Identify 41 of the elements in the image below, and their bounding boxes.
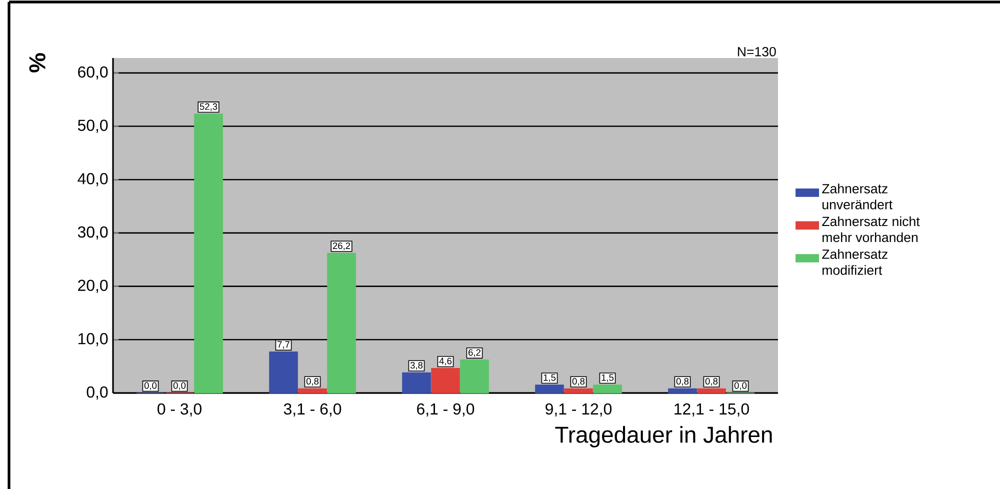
legend-label: Zahnersatz unverändert [822,184,892,210]
bar [298,388,327,394]
legend-label: Zahnersatz nicht mehr vorhanden [822,216,920,242]
data-label: 26,2 [332,242,350,250]
y-tick-label: 20,0 [78,280,108,293]
x-tick-label: 12,1 - 15,0 [674,403,749,417]
data-label: 0,8 [306,378,319,386]
data-label: 4,6 [439,358,452,366]
bar [327,252,356,394]
data-label: 7,7 [278,341,290,349]
y-tick-label: 30,0 [78,226,108,240]
data-label: 1,5 [602,374,614,382]
data-label: 0,0 [173,382,186,390]
x-tick-label: 6,1 - 9,0 [417,403,474,417]
bar [697,388,726,394]
data-label: 0,0 [144,382,157,390]
bar [431,368,460,394]
bar [194,114,223,394]
data-label: 52,3 [200,103,218,111]
y-axis-title: % [29,53,46,72]
bar [668,388,697,394]
data-label: 0,0 [734,382,747,390]
bar [402,372,431,394]
x-tick-label: 0 - 3,0 [158,403,202,417]
x-axis-title: Tragedauer in Jahren [555,426,772,448]
data-label: 3,8 [410,362,423,370]
y-tick-label: 10,0 [78,333,108,346]
y-tick-label: 40,0 [78,173,108,186]
y-tick-label: 60,0 [78,66,108,80]
data-label: 0,8 [676,378,689,386]
data-label: 6,2 [468,349,481,357]
x-tick-label: 3,1 - 6,0 [284,403,342,417]
text: N=130 [738,46,776,56]
data-label: 0,8 [572,378,585,386]
data-label: 0,8 [705,378,718,386]
x-tick-label: 9,1 - 12,0 [546,403,612,417]
y-tick-label: 0,0 [86,386,108,400]
legend-label: Zahnersatz modifiziert [822,249,888,275]
y-tick-label: 50,0 [78,120,108,133]
bar [564,388,593,394]
data-label: 1,5 [544,374,556,382]
